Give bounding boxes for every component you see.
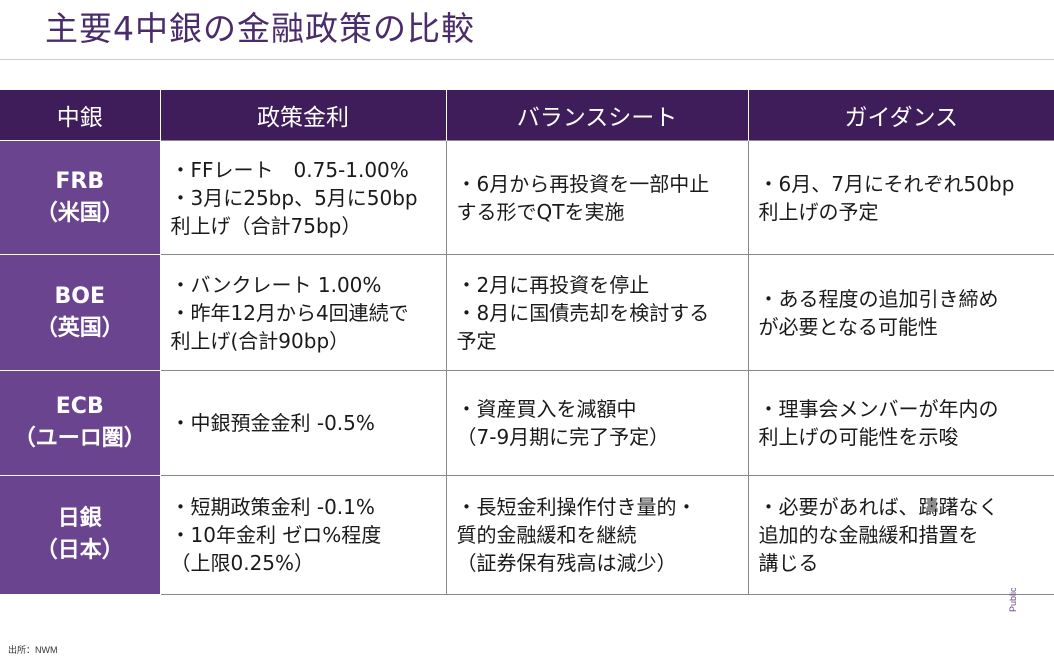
table-row: 日銀 （日本） ・短期政策金利 -0.1% ・10年金利 ゼロ%程度 （上限0.… (0, 475, 1054, 595)
bank-cell: BOE （英国） (0, 254, 161, 371)
text-line: ・2月に再投資を停止 (456, 272, 650, 297)
header-row: 中銀 政策金利 バランスシート ガイダンス (0, 90, 1054, 141)
text-line: ・10年金利 ゼロ%程度 (170, 523, 382, 547)
text-line: 予定 (456, 328, 497, 353)
bank-name: ECB (55, 394, 104, 419)
text-line: （証券保有残高は減少） (456, 551, 677, 575)
bank-name: 日銀 (57, 506, 102, 531)
balance-sheet-cell: ・2月に再投資を停止 ・8月に国債売却を検討する 予定 (445, 254, 749, 371)
policy-rate-cell: ・FFレート 0.75-1.00% ・3月に25bp、5月に50bp 利上げ（合… (159, 140, 447, 255)
text-line: ・資産買入を減額中 (456, 397, 637, 421)
policy-rate-cell: ・短期政策金利 -0.1% ・10年金利 ゼロ%程度 （上限0.25%） (159, 475, 447, 595)
bank-region: （ユーロ圏） (13, 426, 146, 451)
header-policy-rate: 政策金利 (159, 90, 446, 141)
text-line: ・6月、7月にそれぞれ50bp (758, 171, 1015, 196)
bank-region: （英国） (35, 315, 124, 341)
text-line: ・短期政策金利 -0.1% (170, 495, 375, 519)
guidance-cell: ・必要があれば、躊躇なく 追加的な金融緩和措置を 講じる (747, 475, 1054, 595)
page-title: 主要4中銀の金融政策の比較 (45, 9, 475, 48)
bank-region: （日本） (35, 538, 124, 563)
bank-name: FRB (55, 168, 105, 194)
guidance-cell: ・6月、7月にそれぞれ50bp 利上げの予定 (747, 140, 1054, 255)
text-line: ・8月に国債売却を検討する (456, 300, 710, 325)
source-note: 出所：NWM (8, 645, 58, 655)
classification-label: Public (1008, 587, 1018, 612)
bank-cell: 日銀 （日本） (0, 475, 161, 595)
text-line: ・昨年12月から4回連続で (170, 300, 409, 325)
policy-rate-cell: ・中銀預金金利 -0.5% (159, 370, 447, 476)
text-line: ・理事会メンバーが年内の (758, 397, 999, 421)
text-line: ・バンクレート 1.00% (170, 272, 382, 297)
text-line: 講じる (758, 551, 819, 575)
text-line: する形でQTを実施 (456, 199, 625, 224)
text-line: 利上げの予定 (758, 199, 879, 224)
header-guidance: ガイダンス (747, 90, 1054, 141)
text-line: ・長短金利操作付き量的・ (456, 495, 697, 519)
table-row: ECB （ユーロ圏） ・中銀預金金利 -0.5% ・資産買入を減額中 （7-9月… (0, 370, 1054, 476)
bank-region: （米国） (35, 200, 124, 226)
text-line: （7-9月期に完了予定） (456, 425, 670, 449)
table-row: FRB （米国） ・FFレート 0.75-1.00% ・3月に25bp、5月に5… (0, 140, 1054, 255)
text-line: ・中銀預金金利 -0.5% (170, 411, 375, 435)
text-line: ・ある程度の追加引き締め (758, 286, 999, 311)
balance-sheet-cell: ・資産買入を減額中 （7-9月期に完了予定） (445, 370, 749, 476)
text-line: （上限0.25%） (170, 551, 315, 575)
bank-cell: ECB （ユーロ圏） (0, 370, 161, 476)
policy-rate-cell: ・バンクレート 1.00% ・昨年12月から4回連続で 利上げ(合計90bp） (159, 254, 447, 371)
text-line: 追加的な金融緩和措置を (758, 523, 979, 547)
text-line: ・FFレート 0.75-1.00% (170, 157, 409, 182)
balance-sheet-cell: ・長短金利操作付き量的・ 質的金融緩和を継続 （証券保有残高は減少） (445, 475, 749, 595)
guidance-cell: ・ある程度の追加引き締め が必要となる可能性 (747, 254, 1054, 371)
header-bank: 中銀 (0, 90, 160, 141)
bank-name: BOE (54, 283, 106, 309)
text-line: 利上げ（合計75bp） (170, 213, 362, 238)
guidance-cell: ・理事会メンバーが年内の 利上げの可能性を示唆 (747, 370, 1054, 476)
table-row: BOE （英国） ・バンクレート 1.00% ・昨年12月から4回連続で 利上げ… (0, 254, 1054, 371)
text-line: ・6月から再投資を一部中止 (456, 171, 710, 196)
bank-cell: FRB （米国） (0, 140, 161, 255)
text-line: ・必要があれば、躊躇なく (758, 495, 999, 519)
text-line: が必要となる可能性 (758, 314, 938, 339)
text-line: 利上げ(合計90bp） (170, 328, 350, 353)
title-divider (0, 59, 1054, 60)
text-line: 質的金融緩和を継続 (456, 523, 637, 547)
comparison-table: 中銀 政策金利 バランスシート ガイダンス FRB （米国） ・FFレート 0.… (0, 90, 1054, 595)
text-line: 利上げの可能性を示唆 (758, 425, 959, 449)
header-balance-sheet: バランスシート (445, 90, 748, 141)
balance-sheet-cell: ・6月から再投資を一部中止 する形でQTを実施 (445, 140, 749, 255)
text-line: ・3月に25bp、5月に50bp (170, 185, 418, 210)
